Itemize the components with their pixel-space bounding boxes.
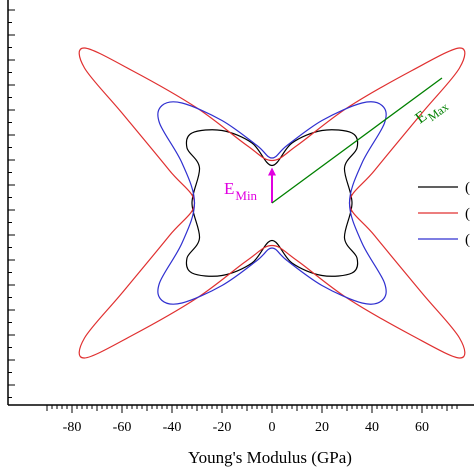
emax-line	[271, 77, 443, 204]
x-tick-label: 20	[315, 420, 329, 435]
series-line-1	[185, 129, 359, 277]
legend-label-2: (	[465, 206, 470, 222]
x-tick-label: -20	[213, 420, 232, 435]
series-line-3	[157, 101, 387, 305]
x-tick-label: -80	[63, 420, 82, 435]
legend-label-3: (	[465, 232, 470, 248]
x-tick-label: 60	[415, 420, 429, 435]
emin-label: EMin	[224, 179, 258, 203]
x-tick-label: 40	[365, 420, 379, 435]
x-tick-label: 0	[269, 420, 276, 435]
x-tick-label: -40	[163, 420, 182, 435]
emax-label: EMax	[412, 94, 451, 130]
legend-label-1: (	[465, 180, 470, 196]
x-tick-label: -60	[113, 420, 132, 435]
x-axis-title: Young's Modulus (GPa)	[188, 448, 352, 467]
